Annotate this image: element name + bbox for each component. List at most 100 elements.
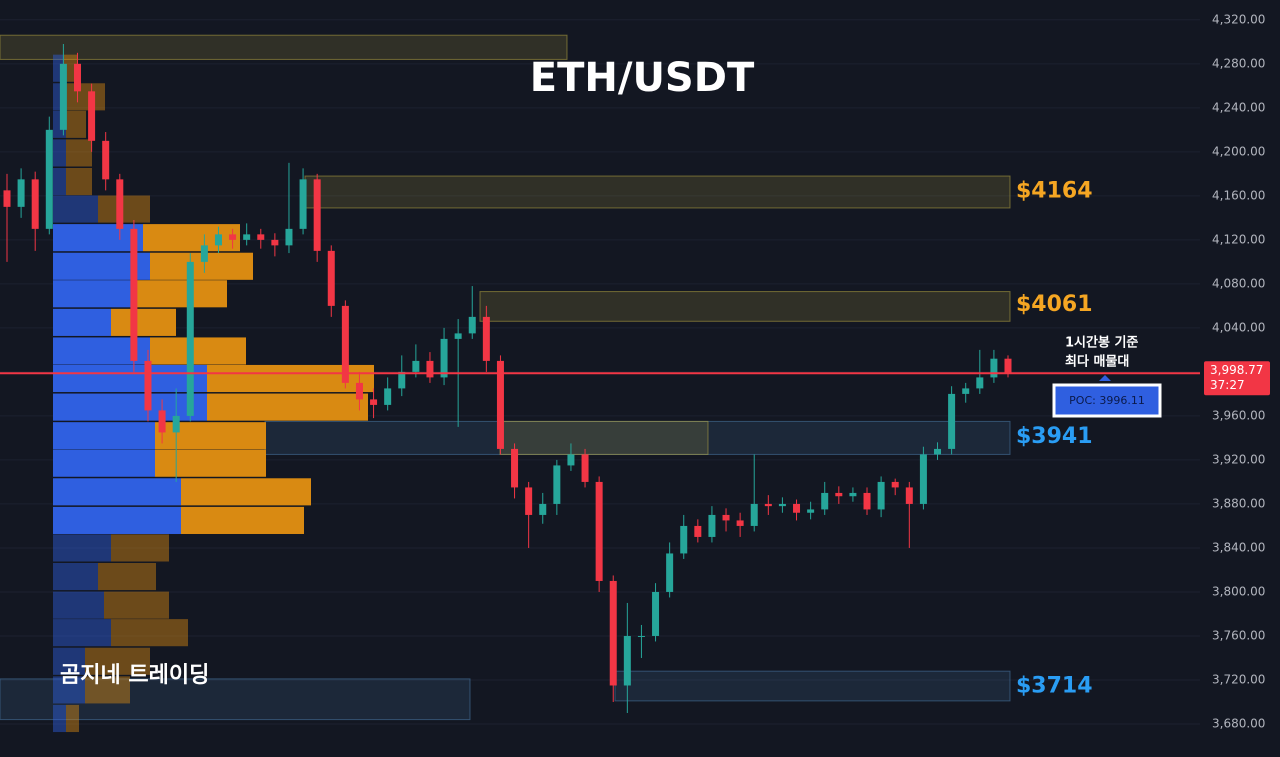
price-tag-label: 3,998.77 bbox=[1210, 363, 1263, 377]
profile-buy bbox=[53, 139, 66, 167]
candle-body bbox=[186, 261, 194, 416]
candle-body bbox=[722, 514, 730, 521]
candle-body bbox=[511, 448, 519, 488]
profile-buy bbox=[53, 422, 155, 450]
candle-body bbox=[341, 305, 349, 383]
zones: $4164 $4061 $3941 $3714 bbox=[0, 34, 1093, 721]
profile-sell bbox=[104, 591, 169, 619]
candle-body bbox=[595, 481, 603, 581]
zone bbox=[304, 175, 1011, 209]
profile-sell bbox=[98, 562, 156, 591]
profile-buy bbox=[53, 676, 85, 704]
y-tick-label: 4,240.00 bbox=[1212, 100, 1265, 114]
candle-body bbox=[821, 492, 829, 510]
y-tick-label: 4,200.00 bbox=[1212, 144, 1265, 158]
candle-body bbox=[694, 525, 702, 537]
poc-pointer bbox=[1099, 375, 1111, 381]
profile-sell bbox=[98, 195, 150, 223]
profile-sell bbox=[207, 364, 374, 393]
candle-body bbox=[778, 503, 786, 507]
candle-body bbox=[257, 234, 265, 240]
profile-buy bbox=[53, 224, 143, 252]
candle-body bbox=[355, 382, 363, 400]
profile-sell bbox=[85, 676, 130, 704]
candle-body bbox=[426, 360, 434, 378]
candle-body bbox=[313, 179, 321, 251]
profile-sell bbox=[181, 506, 304, 534]
candles bbox=[3, 44, 1012, 713]
profile-sell bbox=[181, 478, 311, 506]
candle-body bbox=[567, 454, 575, 466]
candle-body bbox=[454, 333, 462, 339]
candle-body bbox=[158, 410, 166, 433]
profile-buy bbox=[53, 393, 207, 421]
profile-sell bbox=[143, 224, 240, 252]
candle-body bbox=[891, 481, 899, 488]
candle-body bbox=[976, 377, 984, 389]
candle-body bbox=[948, 393, 956, 449]
y-tick-label: 3,760.00 bbox=[1212, 628, 1265, 642]
candle-body bbox=[229, 234, 237, 240]
y-tick-label: 4,320.00 bbox=[1212, 12, 1265, 26]
candle-body bbox=[88, 91, 96, 141]
profile-sell bbox=[155, 449, 266, 477]
candle-body bbox=[73, 63, 81, 92]
candle-body bbox=[525, 487, 533, 515]
profile-buy bbox=[53, 478, 181, 506]
candle-body bbox=[919, 454, 927, 504]
poc-box bbox=[1052, 383, 1162, 418]
y-tick-label: 3,880.00 bbox=[1212, 496, 1265, 510]
candle-body bbox=[793, 503, 801, 513]
profile-buy bbox=[53, 54, 64, 82]
zone-label: $4061 bbox=[1016, 292, 1093, 317]
profile-sell bbox=[150, 337, 246, 365]
poc-label: POC: 3996.11 bbox=[1069, 394, 1145, 407]
candle-body bbox=[144, 360, 152, 411]
candle-body bbox=[835, 492, 843, 497]
y-tick-label: 3,920.00 bbox=[1212, 452, 1265, 466]
candle-body bbox=[764, 503, 772, 507]
candle-body bbox=[1004, 358, 1012, 373]
candle-body bbox=[736, 520, 744, 526]
profile-sell bbox=[111, 308, 176, 336]
candle-body bbox=[666, 553, 674, 592]
candle-body bbox=[214, 234, 222, 246]
candle-body bbox=[200, 245, 208, 262]
profile-sell bbox=[66, 139, 92, 167]
profile-sell bbox=[66, 704, 79, 733]
candle-body bbox=[440, 338, 448, 378]
price-tag bbox=[1204, 361, 1270, 396]
candle-body bbox=[384, 388, 392, 405]
y-tick-label: 3,800.00 bbox=[1212, 584, 1265, 598]
zone-label: $4164 bbox=[1016, 178, 1093, 203]
candle-body bbox=[59, 63, 67, 130]
candle-body bbox=[116, 179, 124, 229]
candle-body bbox=[849, 492, 857, 497]
zone bbox=[0, 34, 568, 60]
chart-title: ETH/USDT bbox=[530, 55, 755, 101]
candle-body bbox=[539, 503, 547, 515]
candle-body bbox=[102, 140, 110, 180]
candle-body bbox=[496, 360, 504, 449]
y-tick-label: 3,720.00 bbox=[1212, 672, 1265, 686]
candle-body bbox=[130, 228, 138, 361]
zone bbox=[0, 678, 471, 721]
candle-body bbox=[482, 316, 490, 361]
candle-body bbox=[370, 399, 378, 405]
profile-sell bbox=[136, 280, 227, 308]
profile-sell bbox=[66, 110, 86, 138]
candle-body bbox=[962, 388, 970, 394]
profile-sell bbox=[155, 422, 266, 450]
zone-label: $3941 bbox=[1016, 424, 1093, 449]
candle-body bbox=[271, 239, 279, 246]
y-tick-label: 4,280.00 bbox=[1212, 56, 1265, 70]
candle-body bbox=[905, 487, 913, 504]
profile-sell bbox=[111, 619, 188, 647]
zone bbox=[614, 670, 1011, 702]
candle-body bbox=[299, 179, 307, 229]
candle-body bbox=[708, 514, 716, 537]
profile-buy bbox=[53, 704, 66, 733]
candle-body bbox=[31, 179, 39, 229]
